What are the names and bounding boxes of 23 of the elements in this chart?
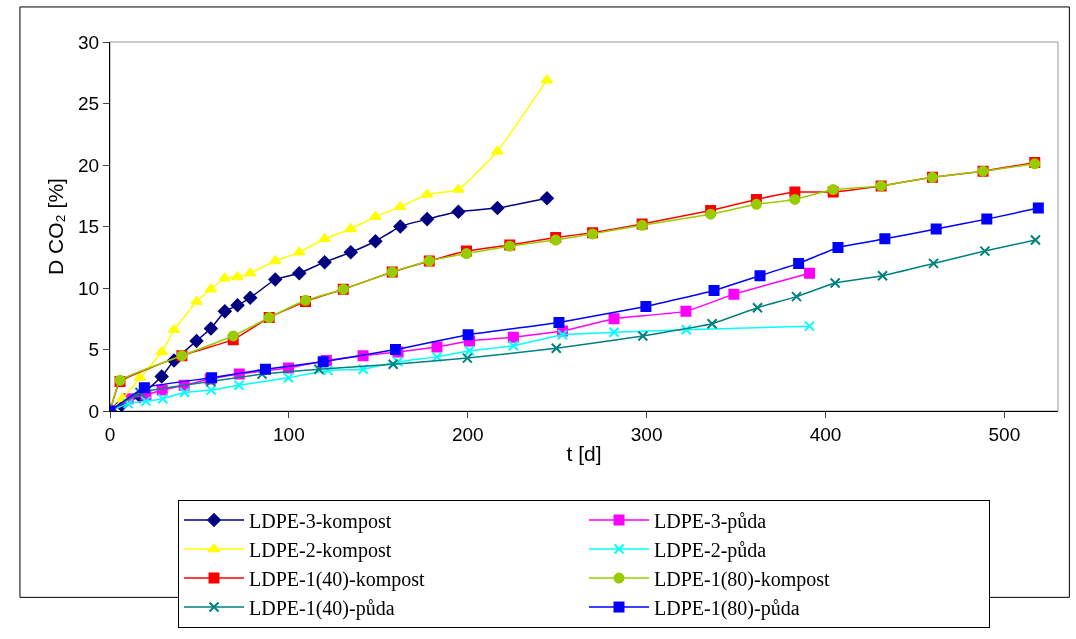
y-axis-title: D CO₂ [%] bbox=[44, 178, 68, 275]
x-tick-label: 200 bbox=[451, 423, 484, 445]
y-tick-label: 30 bbox=[78, 31, 100, 53]
legend-label: LDPE-2-kompost bbox=[249, 538, 392, 562]
y-tick-label: 10 bbox=[78, 277, 100, 299]
y-tick-label: 5 bbox=[88, 339, 100, 361]
y-tick-label: 0 bbox=[88, 400, 100, 422]
legend-label: LDPE-3-kompost bbox=[249, 509, 392, 533]
legend-label: LDPE-1(80)-půda bbox=[654, 596, 800, 620]
legend-label: LDPE-1(40)-kompost bbox=[249, 567, 425, 591]
legend-label: LDPE-1(40)-půda bbox=[249, 596, 395, 620]
x-tick-label: 500 bbox=[988, 423, 1021, 445]
legend-label: LDPE-1(80)-kompost bbox=[654, 567, 830, 591]
y-tick-label: 20 bbox=[78, 154, 100, 176]
legend-label: LDPE-2-půda bbox=[654, 538, 767, 562]
x-tick-label: 0 bbox=[104, 423, 116, 445]
x-axis-title: t [d] bbox=[566, 442, 602, 465]
y-tick-label: 25 bbox=[78, 93, 100, 115]
y-tick-label: 15 bbox=[78, 216, 100, 238]
legend-label: LDPE-3-půda bbox=[654, 509, 767, 533]
x-tick-label: 400 bbox=[809, 423, 842, 445]
x-tick-label: 300 bbox=[630, 423, 663, 445]
x-tick-label: 100 bbox=[273, 423, 305, 445]
